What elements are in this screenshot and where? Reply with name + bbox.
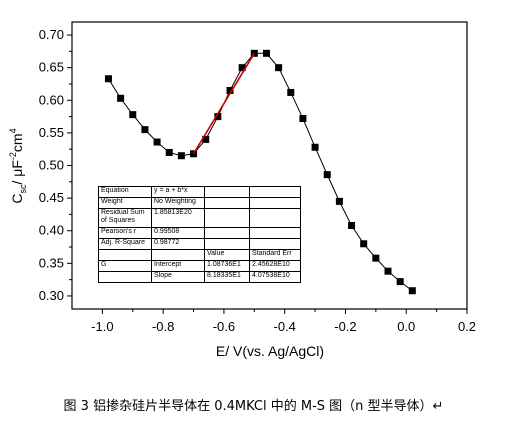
x-tick-label: -0.6 — [213, 319, 235, 334]
fit-cell — [204, 186, 250, 198]
fit-cell — [98, 271, 152, 283]
fit-cell — [249, 238, 301, 250]
figure-caption: 图 3 铝掺杂硅片半导体在 0.4MKCl 中的 M-S 图（n 型半导体）↵ — [63, 399, 444, 414]
fit-table-row: Equation y = a + b*x — [98, 186, 301, 198]
x-tick-label: 0.0 — [397, 319, 415, 334]
data-point — [311, 143, 319, 151]
fit-cell — [249, 197, 301, 209]
data-point — [226, 86, 234, 94]
x-tick-label: -0.8 — [152, 319, 174, 334]
fit-cell: Value — [204, 249, 250, 261]
fit-cell — [204, 208, 250, 228]
fit-cell: Slope — [151, 271, 205, 283]
fit-table-row: G Intercept 1.08736E1 2.45628E10 — [98, 260, 301, 272]
x-axis: -1.0 -0.8 -0.6 -0.4 -0.2 0.0 0.2 — [91, 309, 476, 334]
data-point — [117, 94, 125, 102]
data-point — [129, 111, 137, 119]
y-tick-label: 0.40 — [39, 223, 64, 238]
fit-cell — [249, 208, 301, 228]
data-point — [360, 240, 368, 248]
data-point — [214, 113, 222, 121]
y-tick-label: 0.65 — [39, 60, 64, 75]
data-point — [408, 287, 416, 295]
data-point — [396, 278, 404, 286]
fit-cell: 1.08736E1 — [204, 260, 250, 272]
y-axis: 0.30 0.35 0.40 0.45 0.50 0.55 0.60 0.65 0.70 — [39, 27, 72, 303]
y-tick-label: 0.35 — [39, 255, 64, 270]
fit-cell: 4.07538E10 — [249, 271, 301, 283]
fit-cell: Pearson's r — [98, 227, 152, 239]
fit-cell — [204, 227, 250, 239]
fit-cell — [204, 197, 250, 209]
y-tick-label: 0.30 — [39, 288, 64, 303]
x-tick-label: -0.2 — [334, 319, 356, 334]
data-point — [275, 64, 283, 72]
fit-cell — [98, 249, 152, 261]
fit-cell: 0.98772 — [151, 238, 205, 250]
linear-fit-table: Equation y = a + b*x Weight No Weighting… — [98, 186, 301, 283]
fit-cell — [249, 186, 301, 198]
data-point — [141, 126, 149, 134]
fit-table-row: Adj. R-Square 0.98772 — [98, 238, 301, 250]
data-point — [348, 222, 356, 230]
data-point — [287, 88, 295, 96]
fit-cell: 1.85813E20 — [151, 208, 205, 228]
data-point — [177, 152, 185, 160]
fit-cell: 8.18335E1 — [204, 271, 250, 283]
y-tick-label: 0.50 — [39, 158, 64, 173]
data-point — [202, 135, 210, 143]
fit-cell — [151, 249, 205, 261]
fit-cell: Adj. R-Square — [98, 238, 152, 250]
data-point — [384, 267, 392, 275]
fit-cell: No Weighting — [151, 197, 205, 209]
fit-cell: Residual Sum of Squares — [98, 208, 152, 228]
fit-table-row: Value Standard Err — [98, 249, 301, 261]
fit-cell: y = a + b*x — [151, 186, 205, 198]
fit-cell: G — [98, 260, 152, 272]
fit-cell: Equation — [98, 186, 152, 198]
data-point — [104, 75, 112, 83]
data-point — [372, 254, 380, 262]
data-point — [335, 197, 343, 205]
fit-table-row: Slope 8.18335E1 4.07538E10 — [98, 271, 301, 283]
data-point — [238, 64, 246, 72]
fit-table-row: Pearson's r 0.99508 — [98, 227, 301, 239]
fit-table-row: Weight No Weighting — [98, 197, 301, 209]
fit-cell: 2.45628E10 — [249, 260, 301, 272]
data-point — [262, 49, 270, 57]
y-tick-label: 0.60 — [39, 92, 64, 107]
fit-table-row: Residual Sum of Squares 1.85813E20 — [98, 208, 301, 228]
x-tick-label: -1.0 — [91, 319, 113, 334]
data-point — [153, 138, 161, 146]
fit-cell — [204, 238, 250, 250]
data-point — [323, 171, 331, 179]
fit-cell: Standard Err — [249, 249, 301, 261]
x-tick-label: 0.2 — [458, 319, 476, 334]
fit-cell — [249, 227, 301, 239]
y-tick-label: 0.70 — [39, 27, 64, 42]
y-tick-label: 0.55 — [39, 125, 64, 140]
data-point — [165, 148, 173, 156]
fit-cell: 0.99508 — [151, 227, 205, 239]
y-tick-label: 0.45 — [39, 190, 64, 205]
fit-cell: Weight — [98, 197, 152, 209]
x-tick-label: -0.4 — [273, 319, 295, 334]
linear-fit-line — [192, 52, 255, 155]
y-axis-title: Csc/ μF-2cm4 — [8, 128, 28, 203]
x-axis-title: E/ V(vs. Ag/AgCl) — [216, 343, 324, 359]
fit-cell: Intercept — [151, 260, 205, 272]
data-point — [299, 115, 307, 123]
